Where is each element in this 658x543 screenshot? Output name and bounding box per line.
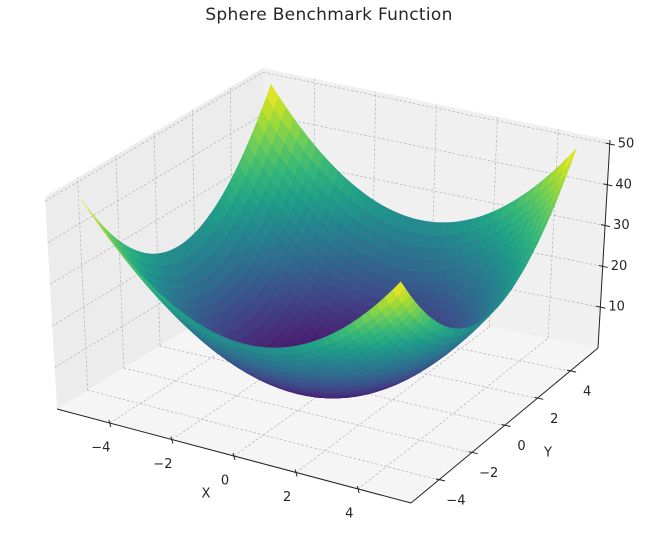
surface-patch — [392, 281, 406, 298]
z-tick-mark — [600, 224, 611, 228]
x-tick-label: −4 — [91, 441, 110, 456]
z-tick-label: 40 — [615, 177, 632, 192]
left-gridline-y — [77, 177, 89, 391]
z-tick-label: 20 — [611, 259, 628, 274]
back-gridline-z — [262, 114, 608, 186]
x-tick-mark — [170, 436, 174, 444]
z-tick-mark — [603, 183, 613, 187]
floor-gridline-y — [87, 389, 439, 481]
y-tick-label: 0 — [517, 439, 525, 454]
x-tick-label: 4 — [345, 506, 353, 521]
x-tick-label: −2 — [153, 457, 172, 472]
z-tick-label: 30 — [613, 218, 630, 233]
left-gridline-z — [45, 71, 264, 202]
left-gridline-z — [47, 114, 264, 244]
y-axis-label: Y — [543, 446, 552, 461]
z-tick-mark — [605, 142, 615, 146]
x-axis-label: X — [202, 487, 211, 502]
y-tick-mark — [468, 451, 478, 455]
z-tick-label: 50 — [618, 137, 635, 152]
y-tick-mark — [534, 396, 544, 400]
back-gridline-x — [430, 103, 437, 316]
x-tick-mark — [356, 485, 360, 494]
left-gridline-y — [153, 132, 161, 347]
x-tick-label: 2 — [283, 490, 291, 505]
back-gridline-x — [547, 129, 559, 339]
floor-gridline-y — [123, 367, 472, 454]
z-axis-line — [597, 139, 611, 349]
z-tick-label: 10 — [608, 300, 625, 315]
x-tick-mark — [294, 469, 298, 477]
y-tick-mark — [501, 424, 511, 427]
z-tick-mark — [596, 305, 606, 309]
back-gridline-z — [262, 71, 610, 145]
x-tick-label: 0 — [221, 474, 229, 489]
back-gridline-x — [371, 91, 376, 305]
chart-title: Sphere Benchmark Function — [205, 5, 453, 25]
x-tick-mark — [108, 419, 112, 428]
left-gridline-z — [49, 156, 264, 285]
y-tick-label: 2 — [550, 412, 558, 427]
y-tick-mark — [567, 369, 577, 373]
z-tick-mark — [598, 264, 608, 268]
y-tick-label: 4 — [583, 385, 591, 400]
x-tick-mark — [232, 452, 236, 461]
left-pane — [45, 68, 263, 409]
left-gridline-y — [115, 155, 125, 369]
y-tick-label: −4 — [446, 493, 465, 508]
y-tick-mark — [435, 478, 445, 482]
y-tick-label: −2 — [479, 466, 498, 481]
